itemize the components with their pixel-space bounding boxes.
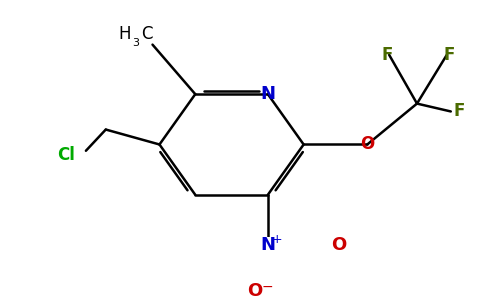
Text: Cl: Cl — [57, 146, 75, 164]
Text: F: F — [443, 46, 454, 64]
Text: O: O — [247, 282, 262, 300]
Text: O: O — [331, 236, 346, 254]
Text: F: F — [381, 46, 393, 64]
Text: C: C — [142, 26, 153, 44]
Text: N: N — [260, 236, 275, 254]
Text: H: H — [118, 26, 131, 44]
Text: +: + — [272, 233, 282, 246]
Text: F: F — [453, 103, 465, 121]
Text: −: − — [261, 280, 272, 294]
Text: N: N — [260, 85, 275, 103]
Text: 3: 3 — [133, 38, 139, 48]
Text: O: O — [360, 136, 375, 154]
